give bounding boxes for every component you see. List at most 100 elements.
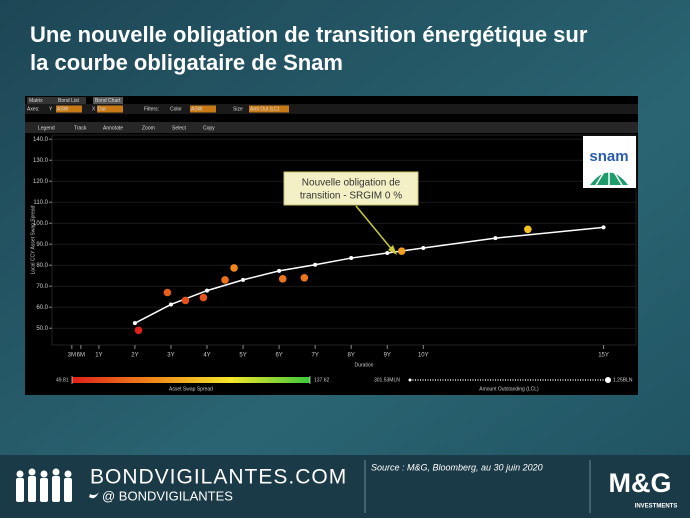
x-tick-label: 6M [77, 353, 85, 359]
curve-point [421, 245, 426, 250]
y-tick-label: 80.0 [36, 263, 48, 269]
plot-area [51, 134, 637, 346]
y-tick-label: 100.0 [33, 221, 49, 227]
control-label: Color [170, 106, 182, 112]
bond-point [134, 326, 143, 335]
x-tick-label: 5Y [239, 353, 246, 359]
x-tick-label: 9Y [384, 353, 391, 359]
x-tick-label: 1Y [95, 353, 102, 359]
slide-title: Une nouvelle obligation de transition én… [30, 22, 588, 47]
control-label[interactable]: ASW [57, 106, 69, 112]
logo-text: snam [589, 148, 628, 165]
bond-point [278, 275, 287, 283]
control-field[interactable] [56, 105, 82, 113]
tab[interactable] [56, 97, 86, 104]
x-tick-label: 8Y [348, 353, 355, 359]
crowd-icon [16, 468, 72, 502]
control-label: Axes: [27, 106, 40, 112]
x-tick-label: 6Y [275, 353, 282, 359]
control-label[interactable]: ASW [191, 106, 203, 112]
control-label: Size [233, 106, 243, 112]
menu-item[interactable]: Track [74, 125, 87, 131]
controls-bar [25, 104, 638, 114]
x-tick-label: 3Y [167, 353, 174, 359]
tab[interactable] [93, 97, 123, 104]
brand-sub: INVESTMENTS [635, 504, 678, 510]
sizebar-title: Amount Outstanding (LCL) [479, 386, 539, 392]
bond-point [163, 288, 172, 297]
site-name: BONDVIGILANTES.COM [90, 466, 347, 489]
curve-point [168, 302, 173, 307]
annotation-text: transition - SRGIM 0 % [300, 191, 402, 202]
bond-point [397, 247, 406, 255]
bond-point [300, 274, 309, 282]
curve-point [493, 236, 498, 241]
x-tick-label: 10Y [418, 353, 429, 359]
curve-point [601, 225, 606, 230]
annotation-arrow [355, 205, 395, 253]
control-field[interactable] [249, 105, 289, 113]
bond-point [524, 225, 532, 234]
sizebar-min-mark [408, 378, 412, 382]
control-field[interactable] [190, 105, 216, 113]
menu-item[interactable]: Legend [38, 125, 55, 131]
control-field[interactable] [97, 105, 123, 113]
y-tick-label: 70.0 [36, 284, 48, 290]
x-tick-label: 4Y [203, 353, 210, 359]
y-tick-label: 130.0 [33, 158, 49, 164]
x-tick-label: 2Y [131, 353, 138, 359]
menu-item[interactable]: Select [172, 125, 187, 131]
menu-bar [25, 122, 638, 133]
y-axis-title: Local CCY Asset Swap Spread [30, 205, 36, 274]
curve-point [132, 321, 137, 326]
curve-point [385, 251, 390, 256]
colorbar-min: 49.81 [56, 377, 69, 383]
footer [0, 455, 690, 518]
colorbar [72, 377, 310, 383]
bond-point [221, 276, 229, 284]
x-tick-label: 7Y [311, 353, 318, 359]
sizebar-max: 1.25BLN [613, 377, 633, 383]
annotation-text: Nouvelle obligation de [302, 178, 401, 189]
curve-point [241, 277, 246, 282]
curve-point [313, 262, 318, 267]
menu-item[interactable]: Annotate [103, 125, 123, 131]
x-axis-title: Duration [355, 362, 374, 368]
y-tick-label: 120.0 [33, 179, 49, 185]
y-tick-label: 140.0 [33, 137, 49, 143]
x-tick-label: 3M [68, 353, 76, 359]
sizebar-min: 301.53MLN [374, 377, 400, 383]
control-label[interactable]: Dur [98, 106, 106, 112]
menu-item[interactable]: Copy [203, 125, 215, 131]
curve-point [349, 256, 354, 261]
colorbar-max: 137.62 [314, 377, 330, 383]
colorbar-title: Asset Swap Spread [169, 386, 213, 392]
curve-point [277, 268, 282, 273]
annotation-box [283, 171, 419, 206]
curve-point [205, 288, 210, 293]
control-label: Y [49, 106, 53, 112]
y-tick-label: 60.0 [36, 305, 48, 311]
control-label: X [92, 106, 96, 112]
twitter-handle: @ BONDVIGILANTES [102, 488, 233, 503]
sizebar-max-mark [605, 377, 611, 383]
logo-lines [595, 170, 623, 186]
bond-point [230, 264, 238, 272]
slide-title: la courbe obligataire de Snam [30, 50, 343, 75]
menu-item[interactable]: Zoom [142, 125, 155, 131]
tab-label[interactable]: Bond List [58, 98, 79, 104]
control-label: Filters: [144, 106, 159, 112]
y-tick-label: 110.0 [33, 200, 48, 206]
brand: M&G [609, 468, 672, 498]
control-label[interactable]: Amt Out (LC) [250, 106, 280, 112]
tab-label[interactable]: Matrix [29, 98, 43, 104]
y-tick-label: 90.0 [36, 242, 48, 248]
source: Source : M&G, Bloomberg, au 30 juin 2020 [371, 462, 543, 472]
tab[interactable] [27, 97, 57, 104]
tab-label[interactable]: Bond Chart [95, 98, 121, 104]
twitter-icon [89, 492, 99, 499]
annotation-arrowhead [388, 245, 397, 255]
y-tick-label: 50.0 [36, 326, 48, 332]
bond-point [199, 293, 208, 302]
